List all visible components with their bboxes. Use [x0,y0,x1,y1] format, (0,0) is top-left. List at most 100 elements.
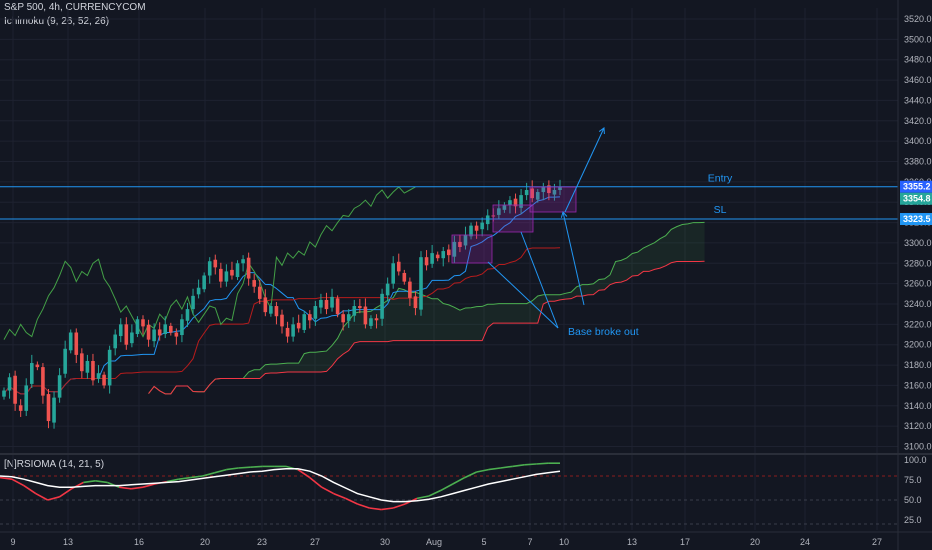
candle-body [213,259,218,268]
rsioma-fast-segment [428,489,442,497]
x-tick-label: 13 [63,537,73,547]
kijun-line [3,247,561,395]
candle-body [30,363,34,384]
base-box [529,186,577,213]
candle-body [530,188,534,199]
rsioma-legend: [N]RSIOMA (14, 21, 5) [4,459,105,470]
rsioma-fast-segment [392,503,406,509]
ichimoku-legend: Ichimoku (9, 26, 52, 26) [4,16,110,27]
x-tick-label: 27 [872,537,882,547]
drawings[interactable]: Entry SL Base broke out [0,127,898,338]
candle-body [363,306,368,325]
candle-body [24,385,29,411]
candle-body [102,374,106,386]
entry-label: Entry [708,173,733,185]
candle-body [396,261,401,272]
candle-body [169,325,173,333]
x-tick-label: 9 [10,537,15,547]
candle-body [324,299,329,310]
candle-body [452,241,457,257]
candle-body [174,332,179,337]
candle-body [513,198,518,207]
rsi-tick-label: 75.0 [904,475,922,485]
y-tick-label: 3260.0 [904,279,932,289]
rsioma-fast-segment [357,503,370,509]
candle-body [80,353,84,372]
candle-body [219,268,223,282]
rsi-tick-label: 25.0 [904,515,922,525]
candle-body [196,287,201,295]
price-badge-label: 3355.2 [903,182,931,192]
candle-body [63,348,67,374]
candle-body [558,186,562,190]
candle-body [419,257,423,310]
candle-body [252,280,256,287]
base-box [492,204,534,233]
base-box [451,234,493,264]
y-tick-label: 3460.0 [904,75,932,85]
candle-body [402,272,407,282]
candle-body [91,361,95,381]
chikou-line [3,186,416,340]
candle-body [52,397,56,423]
rsioma-fast-segment [297,468,311,479]
rsioma-fast-segment [440,483,454,492]
candle-body [191,295,195,310]
x-tick-label: 17 [680,537,690,547]
candle-body [302,314,307,330]
candle-body [413,296,418,309]
rsi-tick-label: 100.0 [904,455,927,465]
candle-body [441,251,446,259]
candle-body [447,249,451,256]
rsioma-fast-segment [178,476,191,480]
x-tick-label: 24 [800,537,810,547]
candle-body [68,332,73,351]
breakout-label: Base broke out [568,326,639,338]
candle-body [308,314,312,321]
candle-body [118,324,123,337]
candle-body [96,373,101,379]
candle-body [313,306,318,319]
candle-body [2,390,6,397]
candle-body [130,332,134,344]
candle-body [74,332,79,355]
candle-body [257,286,262,299]
rsioma-pane [0,462,898,525]
candle-body [474,225,479,231]
candle-body [18,405,23,411]
candle-body [502,205,507,210]
cloud-fill [148,222,705,394]
y-tick-label: 3200.0 [904,340,932,350]
senkou-span-b [148,260,705,395]
rsioma-fast-segment [369,507,382,511]
candle-body [269,306,273,314]
y-tick-label: 3180.0 [904,360,932,370]
candle-body [41,367,45,396]
target-arrow-head [598,127,605,135]
candle-body [230,269,234,276]
y-tick-label: 3380.0 [904,157,932,167]
rsioma-fast-segment [452,476,466,485]
candle-body [163,324,168,335]
candle-body [280,314,284,327]
rsioma-fast-segment [23,484,37,495]
candle-body [7,377,12,391]
candle-body [435,254,440,259]
ichimoku-cloud [148,221,705,395]
rsioma-fast-segment [166,478,179,483]
rsioma-fast-segment [226,467,239,471]
x-tick-label: 20 [200,537,210,547]
candle-body [285,327,290,337]
x-tick-label: 13 [627,537,637,547]
rsioma-fast-segment [309,476,323,488]
x-tick-label: 10 [559,537,569,547]
rsioma-slow-line [0,468,561,503]
rsioma-fast-segment [250,465,263,468]
rsioma-fast-segment [416,495,430,500]
pointer-line [487,261,559,329]
rsioma-fast-segment [381,507,394,511]
candle-body [535,192,540,200]
candle-body [152,329,156,342]
